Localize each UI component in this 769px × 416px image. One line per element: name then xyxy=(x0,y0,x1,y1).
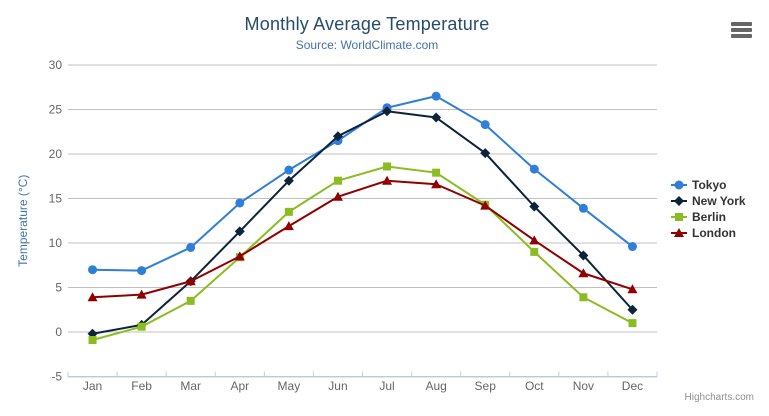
data-point-berlin[interactable] xyxy=(628,319,637,328)
x-axis-label: Mar xyxy=(180,379,201,393)
data-point-tokyo[interactable] xyxy=(578,203,588,213)
x-axis-label: Aug xyxy=(425,379,446,393)
data-point-new-york[interactable] xyxy=(332,131,343,142)
data-point-new-york[interactable] xyxy=(431,112,442,123)
series-line-tokyo xyxy=(91,95,634,272)
x-axis-label: Jan xyxy=(83,379,102,393)
legend-label: Tokyo xyxy=(692,178,727,192)
data-point-new-york[interactable] xyxy=(627,304,638,315)
series-london[interactable] xyxy=(87,175,638,302)
x-axis-label: Nov xyxy=(573,379,594,393)
y-tick-label: 5 xyxy=(55,281,62,295)
data-point-berlin[interactable] xyxy=(333,176,342,185)
y-tick-label: 30 xyxy=(49,58,63,72)
legend-marker-shape xyxy=(674,180,684,190)
diamond-marker-icon xyxy=(671,196,687,206)
y-tick-label: 10 xyxy=(49,236,63,250)
triangle-marker-icon xyxy=(671,228,687,237)
y-axis-title: Temperature (°C) xyxy=(16,175,30,267)
y-tick-label: 0 xyxy=(55,325,62,339)
legend-label: Berlin xyxy=(692,210,727,224)
data-point-new-york[interactable] xyxy=(283,175,294,186)
data-point-tokyo[interactable] xyxy=(137,266,147,276)
data-point-berlin[interactable] xyxy=(579,293,588,302)
series-tokyo[interactable] xyxy=(88,91,637,276)
hamburger-icon xyxy=(731,21,753,38)
data-point-london[interactable] xyxy=(332,191,343,201)
legend-label: London xyxy=(692,226,736,240)
data-point-tokyo[interactable] xyxy=(431,91,441,101)
chart-subtitle: Source: WorldClimate.com xyxy=(295,38,439,52)
legend-marker-shape xyxy=(674,228,684,237)
chart-title: Monthly Average Temperature xyxy=(244,14,490,34)
x-axis-label: Oct xyxy=(525,379,544,393)
legend-item-london[interactable]: London xyxy=(671,225,746,241)
data-point-berlin[interactable] xyxy=(432,168,441,177)
data-point-berlin[interactable] xyxy=(383,162,392,171)
y-tick-label: 25 xyxy=(49,103,63,117)
square-marker-icon xyxy=(671,213,687,221)
series-line-london xyxy=(91,179,634,299)
data-point-london[interactable] xyxy=(136,289,147,299)
data-point-tokyo[interactable] xyxy=(480,120,490,130)
x-axis-label: Jul xyxy=(379,379,394,393)
legend: Tokyo New York Berlin London xyxy=(671,177,746,241)
data-point-london[interactable] xyxy=(578,268,589,278)
data-point-london[interactable] xyxy=(87,292,98,302)
data-point-tokyo[interactable] xyxy=(88,265,98,275)
series-new-york[interactable] xyxy=(87,106,638,339)
data-point-berlin[interactable] xyxy=(530,247,539,256)
circle-marker-icon xyxy=(671,180,687,190)
export-menu-button[interactable] xyxy=(731,21,753,38)
y-tick-label: -5 xyxy=(51,370,62,384)
data-point-new-york[interactable] xyxy=(480,148,491,159)
data-point-berlin[interactable] xyxy=(186,296,195,305)
x-axis-label: Sep xyxy=(475,379,497,393)
data-point-london[interactable] xyxy=(431,179,442,189)
x-axis-label: Apr xyxy=(230,379,249,393)
data-point-new-york[interactable] xyxy=(234,226,245,237)
data-point-new-york[interactable] xyxy=(529,201,540,212)
x-axis-label: Feb xyxy=(131,379,152,393)
y-tick-label: 15 xyxy=(49,192,63,206)
y-tick-label: 20 xyxy=(49,147,63,161)
data-point-new-york[interactable] xyxy=(578,250,589,261)
data-point-london[interactable] xyxy=(480,200,491,210)
data-point-new-york[interactable] xyxy=(382,106,393,117)
credits-link[interactable]: Highcharts.com xyxy=(684,392,754,403)
data-point-london[interactable] xyxy=(627,284,638,294)
legend-item-berlin[interactable]: Berlin xyxy=(671,209,746,225)
data-point-berlin[interactable] xyxy=(137,322,146,331)
legend-marker-shape xyxy=(674,196,684,206)
legend-label: New York xyxy=(692,194,746,208)
legend-marker-shape xyxy=(675,213,683,221)
data-point-tokyo[interactable] xyxy=(627,242,637,252)
data-point-london[interactable] xyxy=(382,175,393,185)
legend-item-tokyo[interactable]: Tokyo xyxy=(671,177,746,193)
data-point-berlin[interactable] xyxy=(284,207,293,216)
data-point-london[interactable] xyxy=(234,251,245,261)
data-point-tokyo[interactable] xyxy=(529,164,539,174)
legend-item-new-york[interactable]: New York xyxy=(671,193,746,209)
data-point-london[interactable] xyxy=(185,276,196,286)
x-axis-label: Dec xyxy=(622,379,643,393)
series-line-new-york xyxy=(91,110,634,335)
x-axis-label: May xyxy=(278,379,301,393)
data-point-tokyo[interactable] xyxy=(186,242,196,252)
data-point-tokyo[interactable] xyxy=(284,165,294,175)
x-axis-label: Jun xyxy=(328,379,347,393)
data-point-london[interactable] xyxy=(283,221,294,231)
data-point-london[interactable] xyxy=(529,235,540,245)
data-point-tokyo[interactable] xyxy=(235,198,245,208)
series-line-berlin xyxy=(91,165,634,342)
data-point-berlin[interactable] xyxy=(88,336,97,345)
